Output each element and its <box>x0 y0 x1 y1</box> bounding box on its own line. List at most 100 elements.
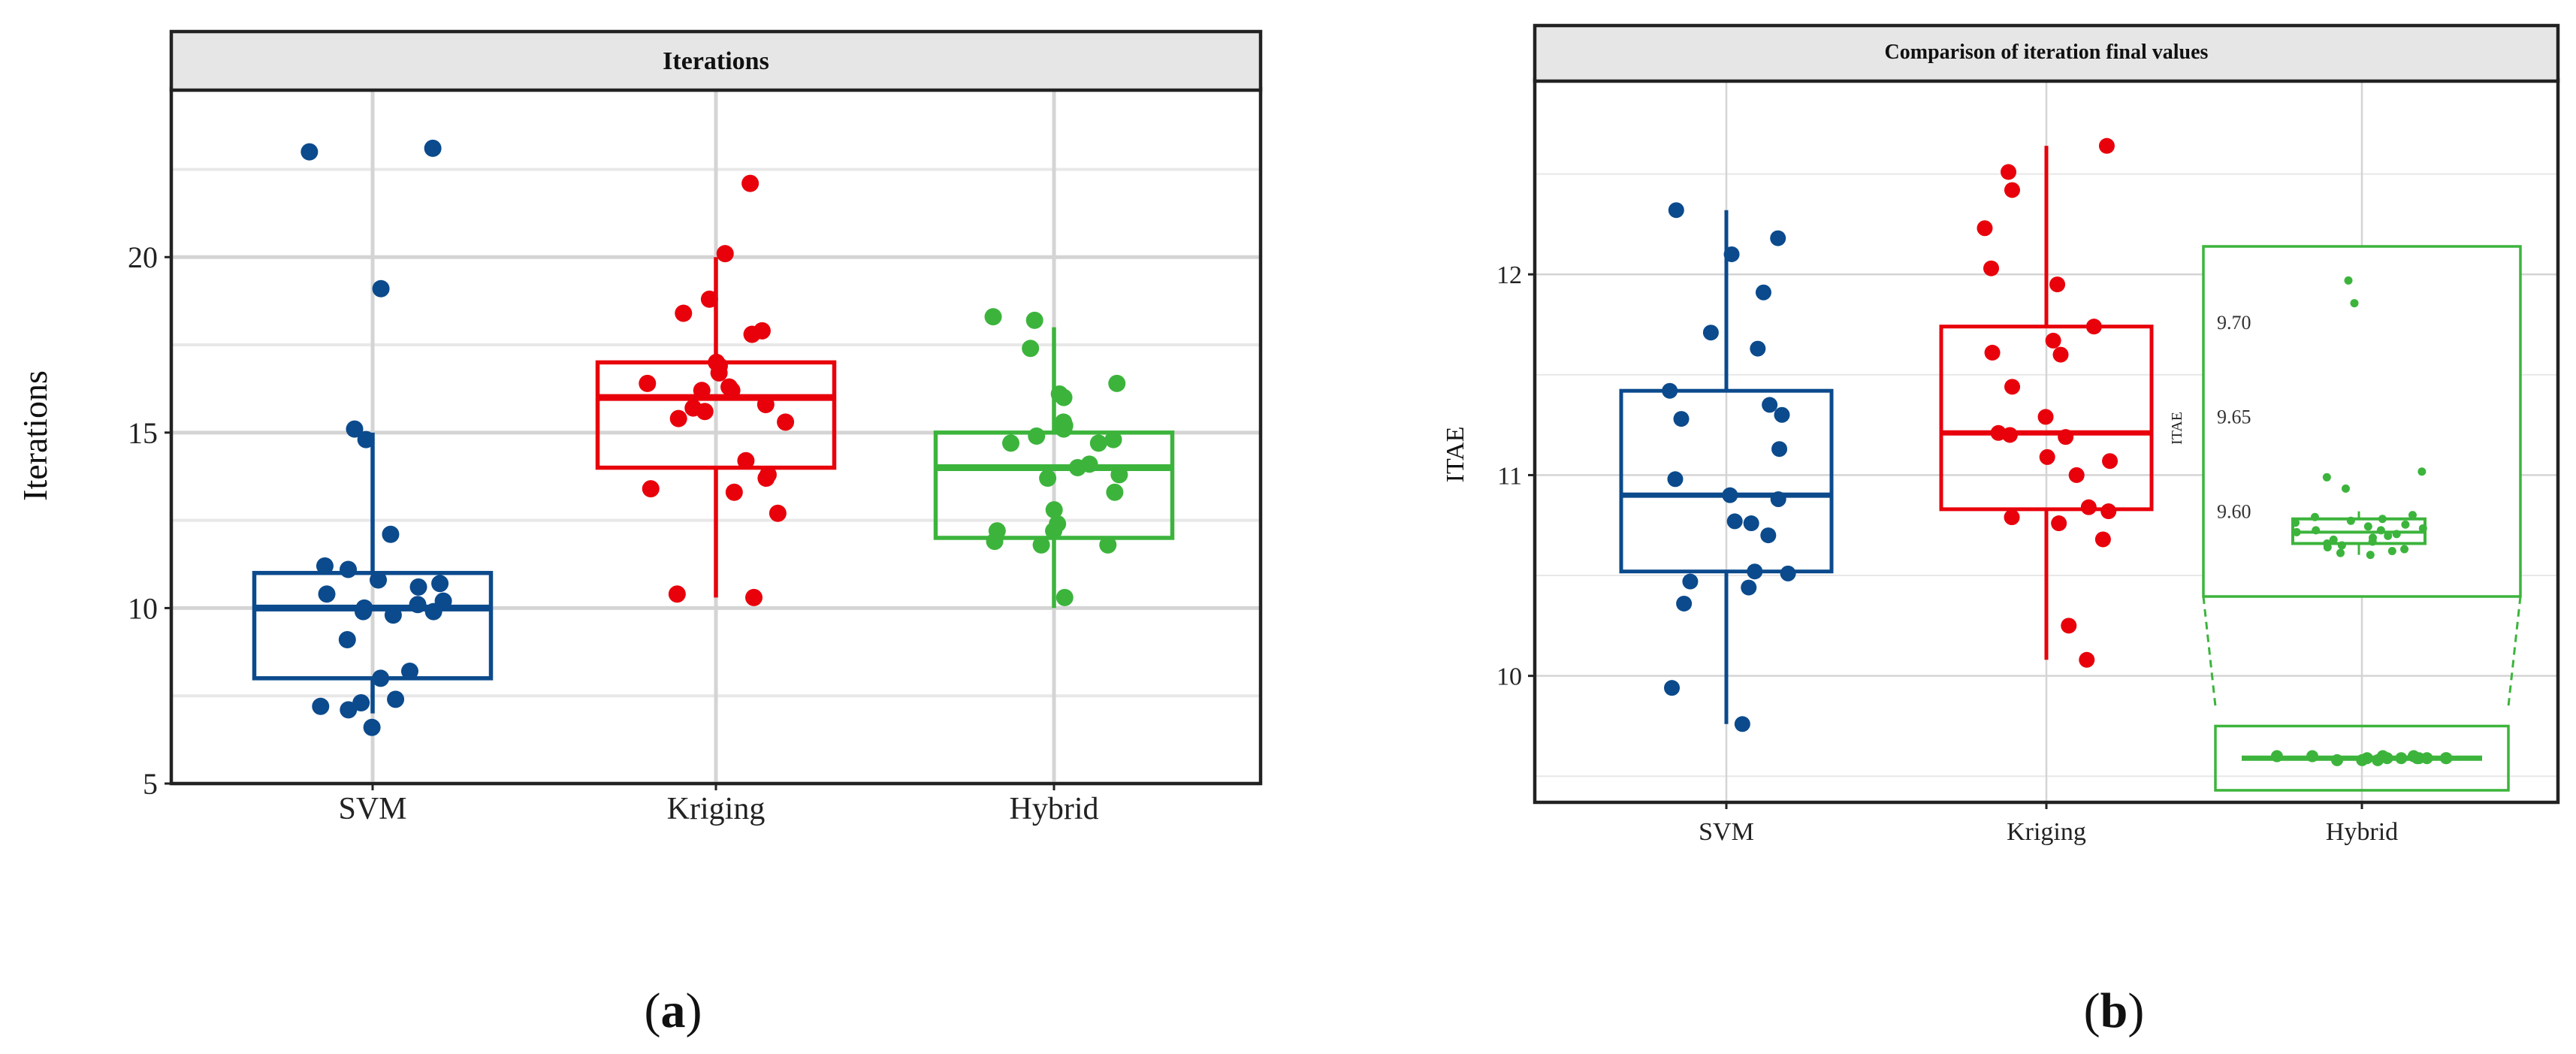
inset-point <box>2323 543 2332 552</box>
point-svm <box>1774 406 1790 423</box>
inset-point <box>2376 526 2385 535</box>
point-hybrid <box>986 533 1004 551</box>
box-kriging <box>1939 325 2154 512</box>
panel-a-label-open: ( <box>645 983 661 1038</box>
point-hybrid <box>1110 466 1128 484</box>
inset-point <box>2387 547 2396 556</box>
point-hybrid <box>1032 536 1050 554</box>
point-svm <box>1760 527 1777 544</box>
inset-point <box>2350 299 2359 308</box>
y-tick-label: 10 <box>128 591 158 625</box>
point-svm <box>1723 246 1740 262</box>
point-hybrid <box>1099 536 1117 554</box>
inset-point <box>2400 545 2409 554</box>
point-svm <box>1743 515 1759 532</box>
point-kriging <box>2039 448 2055 465</box>
panel-b-x-ticks: SVM Kriging Hybrid <box>1699 802 2398 846</box>
panel-a: 5 10 15 20 SVM Kriging Hybrid Iterations Iter… <box>16 29 1263 1038</box>
inset-point <box>2418 524 2427 533</box>
point-svm <box>357 430 375 448</box>
point-svm <box>387 690 405 708</box>
point-hybrid <box>2420 752 2433 765</box>
inset-point <box>2363 522 2372 531</box>
point-hybrid <box>1045 522 1063 540</box>
point-kriging <box>696 403 714 421</box>
point-kriging <box>675 304 693 322</box>
point-kriging <box>2051 515 2067 532</box>
point-kriging <box>2004 509 2020 526</box>
point-svm <box>1702 325 1719 341</box>
inset-point <box>2408 511 2417 520</box>
panel-b-title: Comparison of iteration final values <box>1885 41 2209 64</box>
inset-point <box>2292 527 2301 536</box>
point-svm <box>1667 471 1684 488</box>
point-kriging <box>743 325 761 343</box>
point-svm <box>354 603 372 621</box>
point-hybrid <box>2331 754 2344 766</box>
point-svm <box>1734 716 1750 732</box>
point-kriging <box>639 374 657 392</box>
point-kriging <box>1983 260 2000 276</box>
inset-point <box>2341 484 2350 493</box>
point-hybrid <box>984 308 1002 326</box>
point-hybrid <box>2376 750 2389 763</box>
point-svm <box>1673 411 1690 427</box>
point-svm <box>1682 573 1699 590</box>
point-kriging <box>2068 467 2085 483</box>
point-svm <box>1726 513 1743 530</box>
panel-a-y-ticks: 5 10 15 20 <box>128 240 171 801</box>
point-svm <box>1755 284 1771 300</box>
point-svm <box>1747 563 1763 580</box>
panel-a-label-close: ) <box>686 983 702 1038</box>
inset-point <box>2337 541 2346 550</box>
point-svm <box>1722 487 1738 503</box>
inset-point <box>2336 548 2345 557</box>
inset-point <box>2384 531 2393 540</box>
panel-a-label: (a) <box>645 983 702 1038</box>
point-kriging <box>2052 346 2069 363</box>
point-svm <box>316 557 334 575</box>
point-kriging <box>2045 332 2061 349</box>
point-kriging <box>2037 409 2054 425</box>
point-svm <box>1741 579 1757 596</box>
point-hybrid <box>1025 311 1043 329</box>
point-svm <box>300 143 319 161</box>
inset-y-tick-label: 9.70 <box>2217 312 2251 334</box>
inset-connector-right <box>2507 596 2522 707</box>
point-hybrid <box>1039 470 1057 488</box>
x-tick-label-hybrid: Hybrid <box>2326 818 2398 846</box>
y-tick-label: 11 <box>1497 462 1522 490</box>
point-svm <box>372 279 390 297</box>
box-svm <box>1619 388 1834 574</box>
panel-b: 10 11 12 SVM Kriging Hybrid ITAE 9.60 9.65 9.70… <box>1442 23 2560 1038</box>
point-kriging <box>2098 137 2115 154</box>
point-kriging <box>2049 276 2066 293</box>
point-svm <box>1662 382 1678 399</box>
inset-frame <box>2202 245 2522 598</box>
inset-point <box>2368 537 2377 546</box>
point-svm <box>372 669 390 687</box>
panel-b-label-open: ( <box>2084 983 2100 1038</box>
point-hybrid <box>1108 374 1126 392</box>
y-tick-label: 10 <box>1496 663 1522 691</box>
point-hybrid <box>1028 427 1046 445</box>
panel-b-label-letter: b <box>2100 983 2128 1038</box>
point-hybrid <box>1106 483 1124 501</box>
inset-point <box>2366 551 2375 560</box>
y-tick-label: 15 <box>128 416 158 450</box>
point-kriging <box>737 451 755 470</box>
point-kriging <box>2001 164 2017 180</box>
point-hybrid <box>1002 434 1020 452</box>
point-kriging <box>756 395 775 413</box>
point-svm <box>1780 565 1796 581</box>
point-svm <box>424 139 442 157</box>
x-tick-label-kriging: Kriging <box>2007 818 2086 846</box>
point-svm <box>384 606 402 624</box>
point-svm <box>400 663 418 681</box>
point-kriging <box>769 504 787 522</box>
point-kriging <box>2085 319 2102 335</box>
inset-point <box>2344 276 2353 285</box>
point-svm <box>431 575 449 593</box>
inset-point <box>2310 512 2319 521</box>
